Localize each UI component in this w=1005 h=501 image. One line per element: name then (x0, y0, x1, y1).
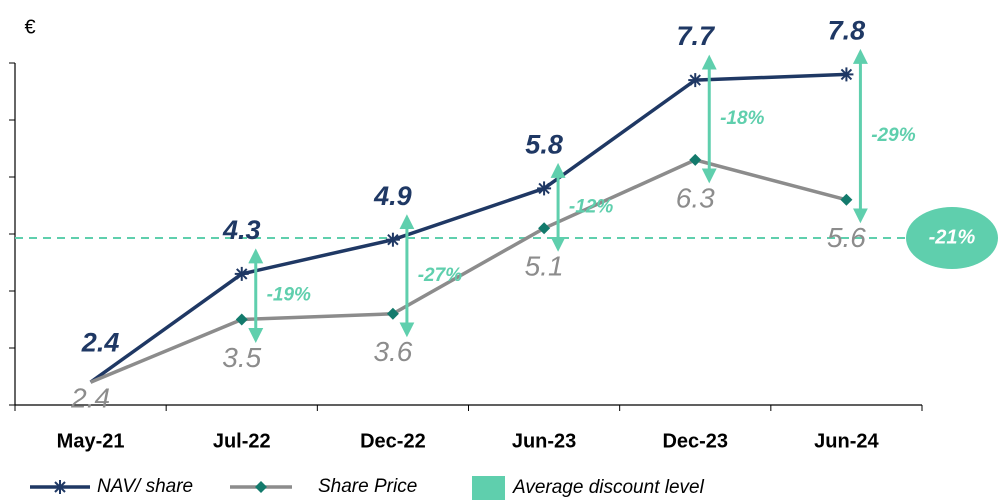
discount-label: -27% (418, 265, 462, 286)
share-label: 3.5 (222, 342, 261, 373)
x-tick-label: Jun-24 (814, 430, 879, 452)
share-marker (386, 307, 399, 320)
share-marker (689, 153, 702, 166)
share-label: 3.6 (373, 336, 412, 367)
nav-label: 5.8 (525, 130, 563, 160)
nav-label: 4.9 (373, 181, 412, 211)
nav-label: 7.8 (828, 16, 866, 46)
nav-marker (537, 181, 552, 196)
share-marker (538, 222, 551, 235)
nav-marker (839, 67, 854, 82)
x-tick-label: Dec-23 (662, 430, 728, 452)
share-marker (235, 313, 248, 326)
legend-label: Share Price (318, 476, 417, 497)
unit-label: € (24, 16, 35, 38)
nav-marker (234, 266, 249, 281)
x-tick-label: May-21 (57, 430, 125, 452)
reference-badge (906, 206, 998, 269)
share-marker (840, 193, 853, 206)
legend-marker (53, 480, 67, 494)
legend-label: Average discount level (512, 477, 705, 498)
legend-label: NAV/ share (97, 476, 193, 497)
nav-marker (385, 232, 400, 247)
discount-label: -19% (267, 285, 311, 306)
legend-swatch (472, 476, 505, 500)
nav-label: 7.7 (676, 21, 716, 51)
share-label: 2.4 (70, 383, 110, 414)
share-label: 5.1 (525, 251, 564, 282)
x-tick-label: Jun-23 (512, 430, 576, 452)
reference-label: -21% (929, 226, 976, 248)
x-tick-label: Dec-22 (360, 430, 426, 452)
nav-label: 2.4 (81, 327, 120, 357)
share-label: 6.3 (676, 182, 715, 213)
nav-label: 4.3 (222, 215, 261, 245)
series-line (89, 158, 847, 384)
discount-label: -12% (569, 196, 613, 217)
share-label: 5.6 (827, 222, 866, 253)
nav-marker (688, 73, 703, 88)
legend-marker (255, 481, 267, 493)
x-tick-label: Jul-22 (213, 430, 271, 452)
series-line (89, 72, 847, 384)
discount-label: -29% (871, 125, 915, 146)
discount-label: -18% (720, 108, 764, 129)
